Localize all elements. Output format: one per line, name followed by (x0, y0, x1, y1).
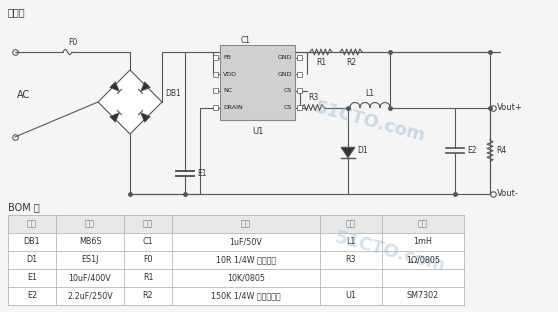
Bar (213, 72, 218, 77)
Text: 1mH: 1mH (413, 237, 432, 246)
Text: 位号: 位号 (27, 220, 37, 228)
Text: R2: R2 (346, 58, 356, 67)
Text: 参数: 参数 (85, 220, 95, 228)
Bar (8, 287, 464, 305)
Text: 51CTO.com: 51CTO.com (312, 99, 427, 145)
Text: Vout-: Vout- (497, 189, 519, 198)
Text: 位号: 位号 (143, 220, 153, 228)
Text: CS: CS (284, 105, 292, 110)
Text: R1: R1 (143, 274, 153, 282)
Bar (8, 269, 464, 287)
Bar (8, 251, 464, 269)
Text: D1: D1 (357, 146, 368, 155)
Text: R1: R1 (316, 58, 326, 67)
Text: F0: F0 (68, 38, 77, 47)
Bar (213, 105, 218, 110)
Text: BOM 单: BOM 单 (8, 202, 40, 212)
Text: SM7302: SM7302 (407, 291, 439, 300)
Text: D1: D1 (26, 256, 37, 265)
Text: 51CTO.com: 51CTO.com (333, 229, 448, 275)
Text: ES1J: ES1J (81, 256, 99, 265)
Text: 150K 1/4W 金属膜电阻: 150K 1/4W 金属膜电阻 (211, 291, 281, 300)
Bar (8, 215, 464, 233)
Text: 参数: 参数 (418, 220, 428, 228)
Bar (297, 105, 302, 110)
Polygon shape (341, 147, 355, 158)
Bar (213, 88, 218, 93)
Text: 10K/0805: 10K/0805 (227, 274, 265, 282)
Polygon shape (110, 82, 119, 91)
Text: AC: AC (17, 90, 30, 100)
Text: C1: C1 (143, 237, 153, 246)
Text: R3: R3 (308, 94, 318, 103)
Text: L1: L1 (365, 90, 374, 99)
Text: 1uF/50V: 1uF/50V (229, 237, 262, 246)
Text: MB6S: MB6S (79, 237, 101, 246)
Text: VDD: VDD (223, 72, 237, 77)
Text: 1Ω/0805: 1Ω/0805 (406, 256, 440, 265)
Text: E1: E1 (197, 168, 206, 178)
Text: Vout+: Vout+ (497, 103, 523, 112)
Text: R2: R2 (143, 291, 153, 300)
Text: GND: GND (277, 72, 292, 77)
Text: FB: FB (223, 55, 231, 60)
Text: L1: L1 (347, 237, 355, 246)
Bar (213, 55, 218, 60)
Text: CS: CS (284, 88, 292, 93)
Text: F0: F0 (143, 256, 153, 265)
Polygon shape (141, 113, 150, 122)
Bar (297, 88, 302, 93)
Text: DRAIN: DRAIN (223, 105, 243, 110)
Polygon shape (110, 113, 119, 122)
Polygon shape (141, 82, 150, 91)
Text: R3: R3 (346, 256, 356, 265)
Text: C1: C1 (240, 36, 251, 45)
Bar (297, 72, 302, 77)
Bar (297, 55, 302, 60)
Text: U1: U1 (252, 127, 263, 136)
Text: 2.2uF/250V: 2.2uF/250V (67, 291, 113, 300)
Text: DB1: DB1 (23, 237, 40, 246)
Text: NC: NC (223, 88, 232, 93)
Bar (8, 233, 464, 251)
Bar (220, 45, 295, 120)
Text: E2: E2 (27, 291, 37, 300)
Text: 参数: 参数 (241, 220, 251, 228)
Text: DB1: DB1 (165, 90, 181, 99)
Text: E2: E2 (467, 146, 477, 155)
Text: GND: GND (277, 55, 292, 60)
Text: 原理图: 原理图 (8, 7, 26, 17)
Polygon shape (98, 70, 162, 134)
Text: E1: E1 (27, 274, 37, 282)
Text: 位号: 位号 (346, 220, 356, 228)
Text: 10R 1/4W 绕线电阻: 10R 1/4W 绕线电阻 (216, 256, 276, 265)
Text: R4: R4 (496, 146, 506, 155)
Text: 10uF/400V: 10uF/400V (69, 274, 112, 282)
Text: U1: U1 (345, 291, 357, 300)
